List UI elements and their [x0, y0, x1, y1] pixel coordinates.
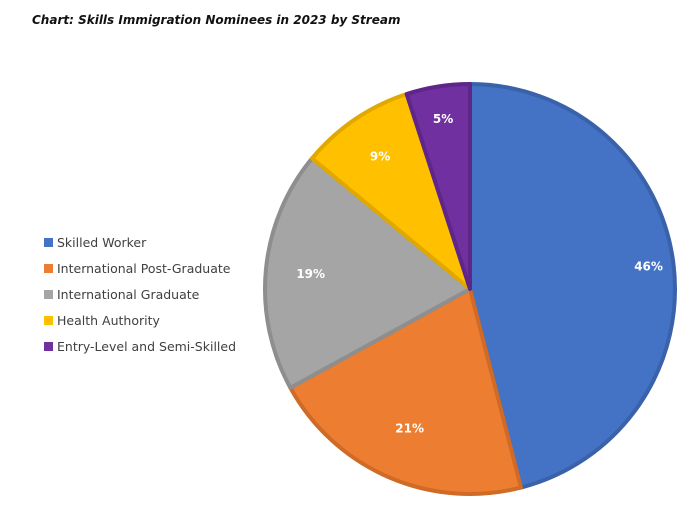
- data-label-international-post-graduate: 21%: [395, 422, 424, 436]
- data-label-skilled-worker: 46%: [634, 259, 663, 273]
- legend-label: Skilled Worker: [57, 234, 147, 250]
- legend-item-entry-level-and-semi-skilled: Entry-Level and Semi-Skilled: [44, 333, 236, 359]
- legend-swatch: [44, 341, 53, 351]
- pie-slice-international-graduate: [263, 156, 472, 390]
- legend-label: International Post-Graduate: [57, 260, 231, 276]
- legend-swatch: [44, 315, 53, 325]
- pie-data-labels: 46% 21% 19% 9% 5%: [296, 112, 663, 435]
- chart-title: Chart: Skills Immigration Nominees in 20…: [32, 13, 401, 27]
- data-label-international-graduate: 19%: [296, 267, 325, 281]
- legend-swatch: [44, 237, 53, 247]
- legend-item-skilled-worker: Skilled Worker: [44, 229, 236, 255]
- legend-label: Health Authority: [57, 312, 160, 328]
- legend-item-international-graduate: International Graduate: [44, 281, 236, 307]
- legend-swatch: [44, 289, 53, 299]
- legend-label: International Graduate: [57, 286, 200, 302]
- legend-swatch: [44, 263, 53, 273]
- pie-slice-entry-level-and-semi-skilled: [404, 82, 472, 291]
- legend-item-international-post-graduate: International Post-Graduate: [44, 255, 236, 281]
- pie-slice-skilled-worker: [468, 82, 677, 490]
- pie-slice-international-post-graduate: [288, 287, 523, 496]
- data-label-entry-level-and-semi-skilled: 5%: [433, 112, 453, 126]
- pie-slice-health-authority: [310, 92, 472, 291]
- data-label-health-authority: 9%: [370, 150, 390, 164]
- legend-label: Entry-Level and Semi-Skilled: [57, 338, 237, 354]
- pie-slices: [263, 82, 677, 496]
- legend-item-health-authority: Health Authority: [44, 307, 236, 333]
- chart-legend: Skilled Worker International Post-Graduat…: [44, 229, 236, 359]
